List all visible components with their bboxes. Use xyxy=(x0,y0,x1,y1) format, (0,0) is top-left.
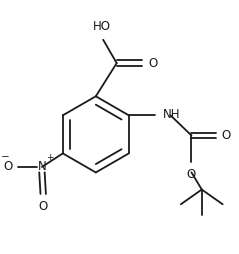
Text: NH: NH xyxy=(163,108,180,121)
Text: O: O xyxy=(221,129,231,142)
Text: O: O xyxy=(187,168,196,181)
Text: −: − xyxy=(1,152,10,162)
Text: O: O xyxy=(148,57,157,70)
Text: N: N xyxy=(38,161,46,173)
Text: +: + xyxy=(46,152,54,162)
Text: HO: HO xyxy=(93,20,111,33)
Text: O: O xyxy=(3,161,12,173)
Text: O: O xyxy=(38,200,48,213)
